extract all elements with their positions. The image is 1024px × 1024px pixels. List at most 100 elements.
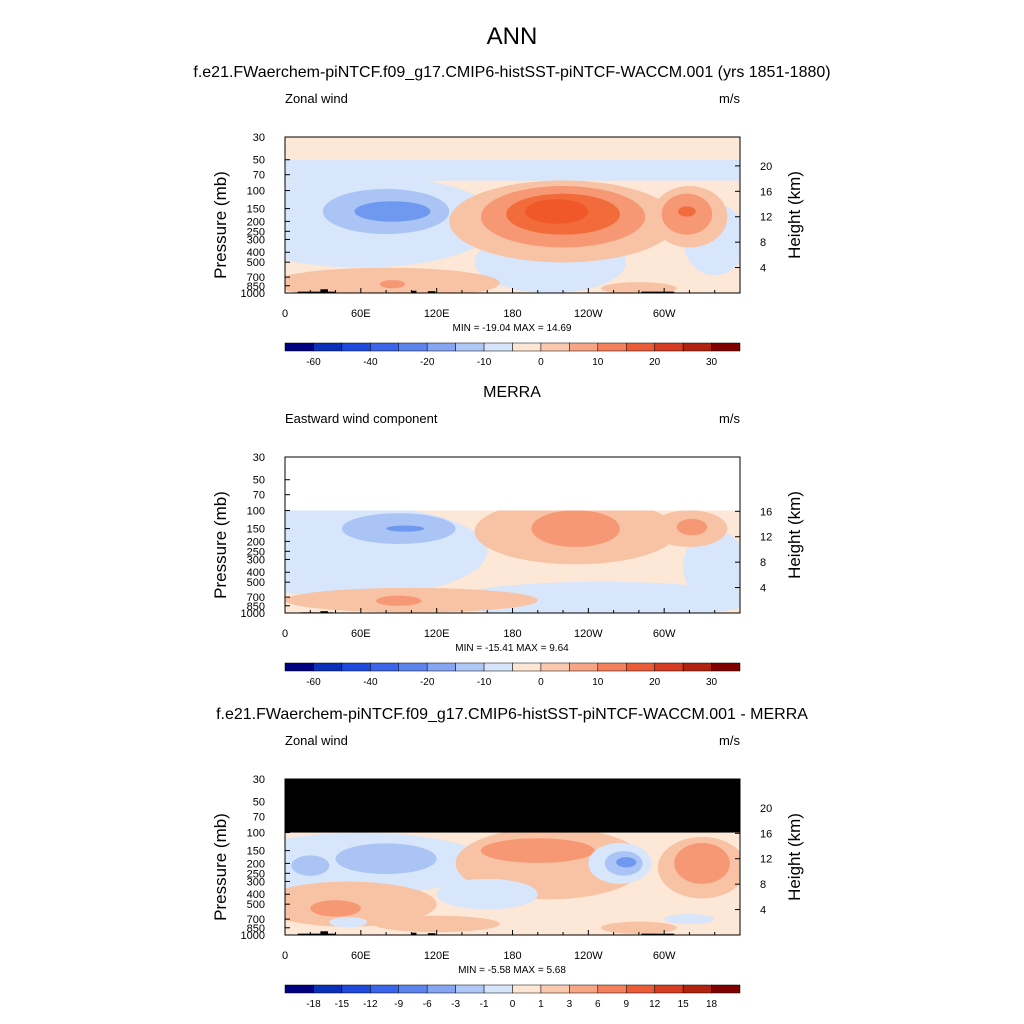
- p3-topography-3: [427, 933, 436, 935]
- p3-topography-4: [641, 933, 675, 935]
- p1-colorbar-box: [569, 342, 599, 352]
- p2-colorbar-box: [284, 662, 314, 672]
- p1-topography-4: [641, 291, 675, 293]
- p1-colorbar-label: 30: [706, 357, 718, 368]
- p1-topography-0: [297, 291, 336, 293]
- p2-colorbar-box: [426, 662, 456, 672]
- p2-xtick-label: 120E: [424, 628, 450, 640]
- p2-colorbar-box: [455, 662, 485, 672]
- p1-htick-label: 16: [760, 186, 772, 198]
- p1-colorbar-box: [284, 342, 314, 352]
- p1-colorbar-box: [626, 342, 655, 352]
- p2-colorbar-box: [654, 662, 684, 672]
- p2-colorbar-label: -20: [420, 677, 435, 688]
- p3-contour-7: [616, 857, 637, 868]
- p1-colorbar-box: [398, 342, 428, 352]
- p3-colorbar-label: 18: [706, 999, 718, 1010]
- p3-topography-2: [411, 932, 417, 935]
- p1-colorbar-box: [370, 342, 399, 352]
- p3-colorbar-box: [626, 984, 655, 994]
- p3-colorbar-label: -1: [480, 999, 489, 1010]
- p3-contour-4: [480, 838, 595, 863]
- p1-ytick-label: 400: [247, 247, 265, 259]
- p2-ytick-label: 1000: [241, 608, 265, 620]
- p3-left-label: Zonal wind: [285, 733, 348, 748]
- p1-colorbar-label: -60: [306, 357, 321, 368]
- p2-colorbar-label: -10: [477, 677, 492, 688]
- p3-colorbar-box: [512, 984, 542, 994]
- p3-ytick-label: 50: [253, 797, 265, 809]
- p1-contour-10: [525, 199, 589, 224]
- p2-colorbar-label: 0: [538, 677, 544, 688]
- p3-ytick-label: 250: [247, 868, 265, 880]
- p3-ytick-label: 100: [247, 828, 265, 840]
- p1-ytick-label: 500: [247, 257, 265, 269]
- p1-htick-label: 8: [760, 237, 766, 249]
- p3-xtick-label: 180: [503, 950, 521, 962]
- p2-xtick-label: 60W: [653, 628, 676, 640]
- p2-contour-8: [676, 518, 708, 536]
- p2-colorbar-label: -40: [363, 677, 378, 688]
- p2-htick-label: 12: [760, 532, 772, 544]
- p3-htick-label: 8: [760, 879, 766, 891]
- p2-htick-label: 16: [760, 506, 772, 518]
- p2-colorbar-box: [370, 662, 399, 672]
- p2-contour-fields: [285, 510, 740, 614]
- p1-colorbar-label: 20: [649, 357, 661, 368]
- p1-title: f.e21.FWaerchem-piNTCF.f09_g17.CMIP6-his…: [193, 64, 830, 81]
- p2-xtick-label: 180: [503, 628, 521, 640]
- p3-ylabel: Pressure (mb): [211, 813, 230, 921]
- p2-title: MERRA: [483, 384, 541, 401]
- p2-ytick-label: 500: [247, 577, 265, 589]
- p3-contour-9: [674, 842, 730, 884]
- p1-contour-4: [354, 201, 431, 222]
- p3-contour-15: [600, 921, 677, 934]
- p3-contour-2: [291, 855, 330, 876]
- p1-ytick-label: 300: [247, 234, 265, 246]
- p2-colorbar-box: [626, 662, 655, 672]
- p3-colorbar-box: [398, 984, 428, 994]
- p2-ytick-label: 100: [247, 506, 265, 518]
- p2-colorbar-box: [341, 662, 371, 672]
- p2-ytick-label: 30: [253, 452, 265, 464]
- p2-ytick-label: 700: [247, 592, 265, 604]
- p1-contour-16: [600, 282, 677, 293]
- p2-stats: MIN = -15.41 MAX = 9.64: [455, 643, 569, 654]
- p1-xtick-label: 60W: [653, 308, 676, 320]
- p3-contour-12: [436, 878, 538, 910]
- p3-colorbar-label: -18: [306, 999, 321, 1010]
- p2-colorbar-box: [398, 662, 428, 672]
- p3-colorbar-box: [569, 984, 599, 994]
- p1-colorbar-label: -10: [477, 357, 492, 368]
- p3-ytick-label: 150: [247, 846, 265, 858]
- p3-ytick-label: 300: [247, 876, 265, 888]
- p2-colorbar-box: [597, 662, 627, 672]
- p2-xtick-label: 0: [282, 628, 288, 640]
- p3-htick-label: 4: [760, 905, 766, 917]
- p2-colorbar-label: 20: [649, 677, 661, 688]
- p2-ytick-label: 850: [247, 601, 265, 613]
- p3-colorbar-label: -15: [335, 999, 350, 1010]
- p3-colorbar-box: [597, 984, 627, 994]
- p1-colorbar-box: [654, 342, 684, 352]
- p1-ytick-label: 30: [253, 132, 265, 144]
- p3-xtick-label: 0: [282, 950, 288, 962]
- p2-xtick-label: 60E: [351, 628, 371, 640]
- p1-colorbar-box: [483, 342, 513, 352]
- p1-htick-label: 12: [760, 212, 772, 224]
- p1-contour-0: [285, 137, 740, 160]
- p3-colorbar-label: -9: [394, 999, 403, 1010]
- p3-htick-label: 20: [760, 803, 772, 815]
- p3-colorbar-box: [426, 984, 456, 994]
- p1-ytick-label: 250: [247, 226, 265, 238]
- p3-colorbar-label: 0: [510, 999, 516, 1010]
- p3-colorbar-box: [284, 984, 314, 994]
- p1-topography-2: [411, 290, 417, 293]
- p2-colorbar-box: [711, 662, 741, 672]
- p1-colorbar-box: [313, 342, 343, 352]
- p3-htick-label: 16: [760, 828, 772, 840]
- p3-colorbar-label: -3: [451, 999, 460, 1010]
- p2-colorbar-box: [483, 662, 513, 672]
- p1-xtick-label: 120W: [574, 308, 603, 320]
